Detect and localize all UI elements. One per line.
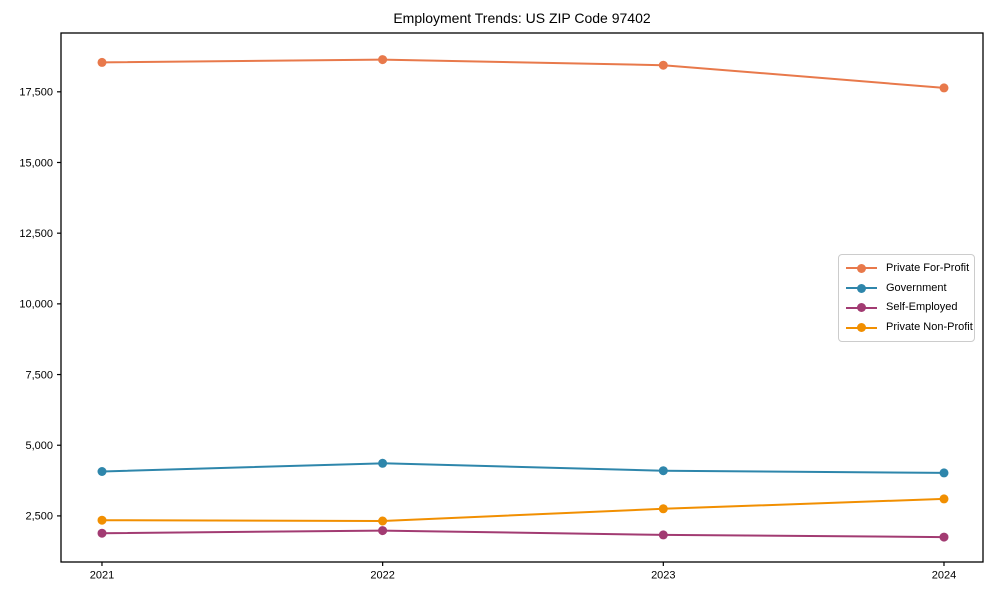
data-point xyxy=(378,55,388,65)
legend-item-private-non-profit: Private Non-Profit xyxy=(846,320,973,335)
data-point xyxy=(378,516,388,526)
series-line-self-employed xyxy=(101,529,945,539)
legend: Private For-Profit Government Self-Employe… xyxy=(838,254,975,342)
legend-label: Private For-Profit xyxy=(886,261,970,274)
y-tick-label: 15,000 xyxy=(19,157,53,169)
legend-marker-icon xyxy=(846,283,877,293)
legend-item-private-for-profit: Private For-Profit xyxy=(846,261,970,276)
x-tick-label: 2022 xyxy=(370,570,394,582)
series-line-private-for-profit xyxy=(101,58,945,89)
series-private-for-profit xyxy=(97,55,949,93)
legend-label: Government xyxy=(886,281,947,294)
data-point xyxy=(97,528,107,538)
legend-sample-dot xyxy=(857,283,866,293)
data-point xyxy=(939,83,949,93)
legend-sample-dot xyxy=(857,263,866,273)
data-point xyxy=(97,57,107,67)
y-tick-label: 5,000 xyxy=(25,440,53,452)
legend-marker-icon xyxy=(846,303,877,313)
legend-item-self-employed: Self-Employed xyxy=(846,301,967,316)
legend-marker-icon xyxy=(846,323,877,333)
data-point xyxy=(658,530,668,540)
y-axis: 2,500 5,000 7,500 10,000 12,500 15,000 17,500 xyxy=(19,87,61,523)
x-tick-label: 2023 xyxy=(651,570,675,582)
y-tick-label: 17,500 xyxy=(19,87,53,99)
legend-label: Self-Employed xyxy=(886,301,958,314)
data-point xyxy=(939,532,949,542)
series-self-employed xyxy=(97,526,949,542)
data-point xyxy=(378,458,388,468)
data-point xyxy=(97,515,107,525)
series-government xyxy=(97,458,949,478)
y-tick-label: 2,500 xyxy=(25,511,53,523)
legend-label: Private Non-Profit xyxy=(886,321,973,334)
y-tick-label: 10,000 xyxy=(19,299,53,311)
series-private-non-profit xyxy=(97,494,949,526)
y-tick-label: 12,500 xyxy=(19,228,53,240)
x-axis: 2021 2022 2023 2024 xyxy=(90,562,956,582)
data-point xyxy=(658,504,668,514)
data-point xyxy=(658,466,668,476)
x-tick-label: 2024 xyxy=(932,570,956,582)
y-tick-label: 7,500 xyxy=(25,369,53,381)
plot-border xyxy=(60,32,984,563)
data-point xyxy=(939,494,949,504)
legend-sample-dot xyxy=(857,303,866,313)
chart-title: Employment Trends: US ZIP Code 97402 xyxy=(393,10,651,26)
x-tick-label: 2021 xyxy=(90,570,114,582)
data-point xyxy=(378,526,388,536)
data-point xyxy=(97,467,107,476)
legend-item-government: Government xyxy=(846,281,967,296)
data-point xyxy=(939,468,949,478)
data-point xyxy=(658,60,668,70)
series-line-private-non-profit xyxy=(101,497,945,522)
legend-marker-icon xyxy=(846,263,877,273)
legend-sample-dot xyxy=(857,323,866,333)
series-line-government xyxy=(101,462,945,474)
